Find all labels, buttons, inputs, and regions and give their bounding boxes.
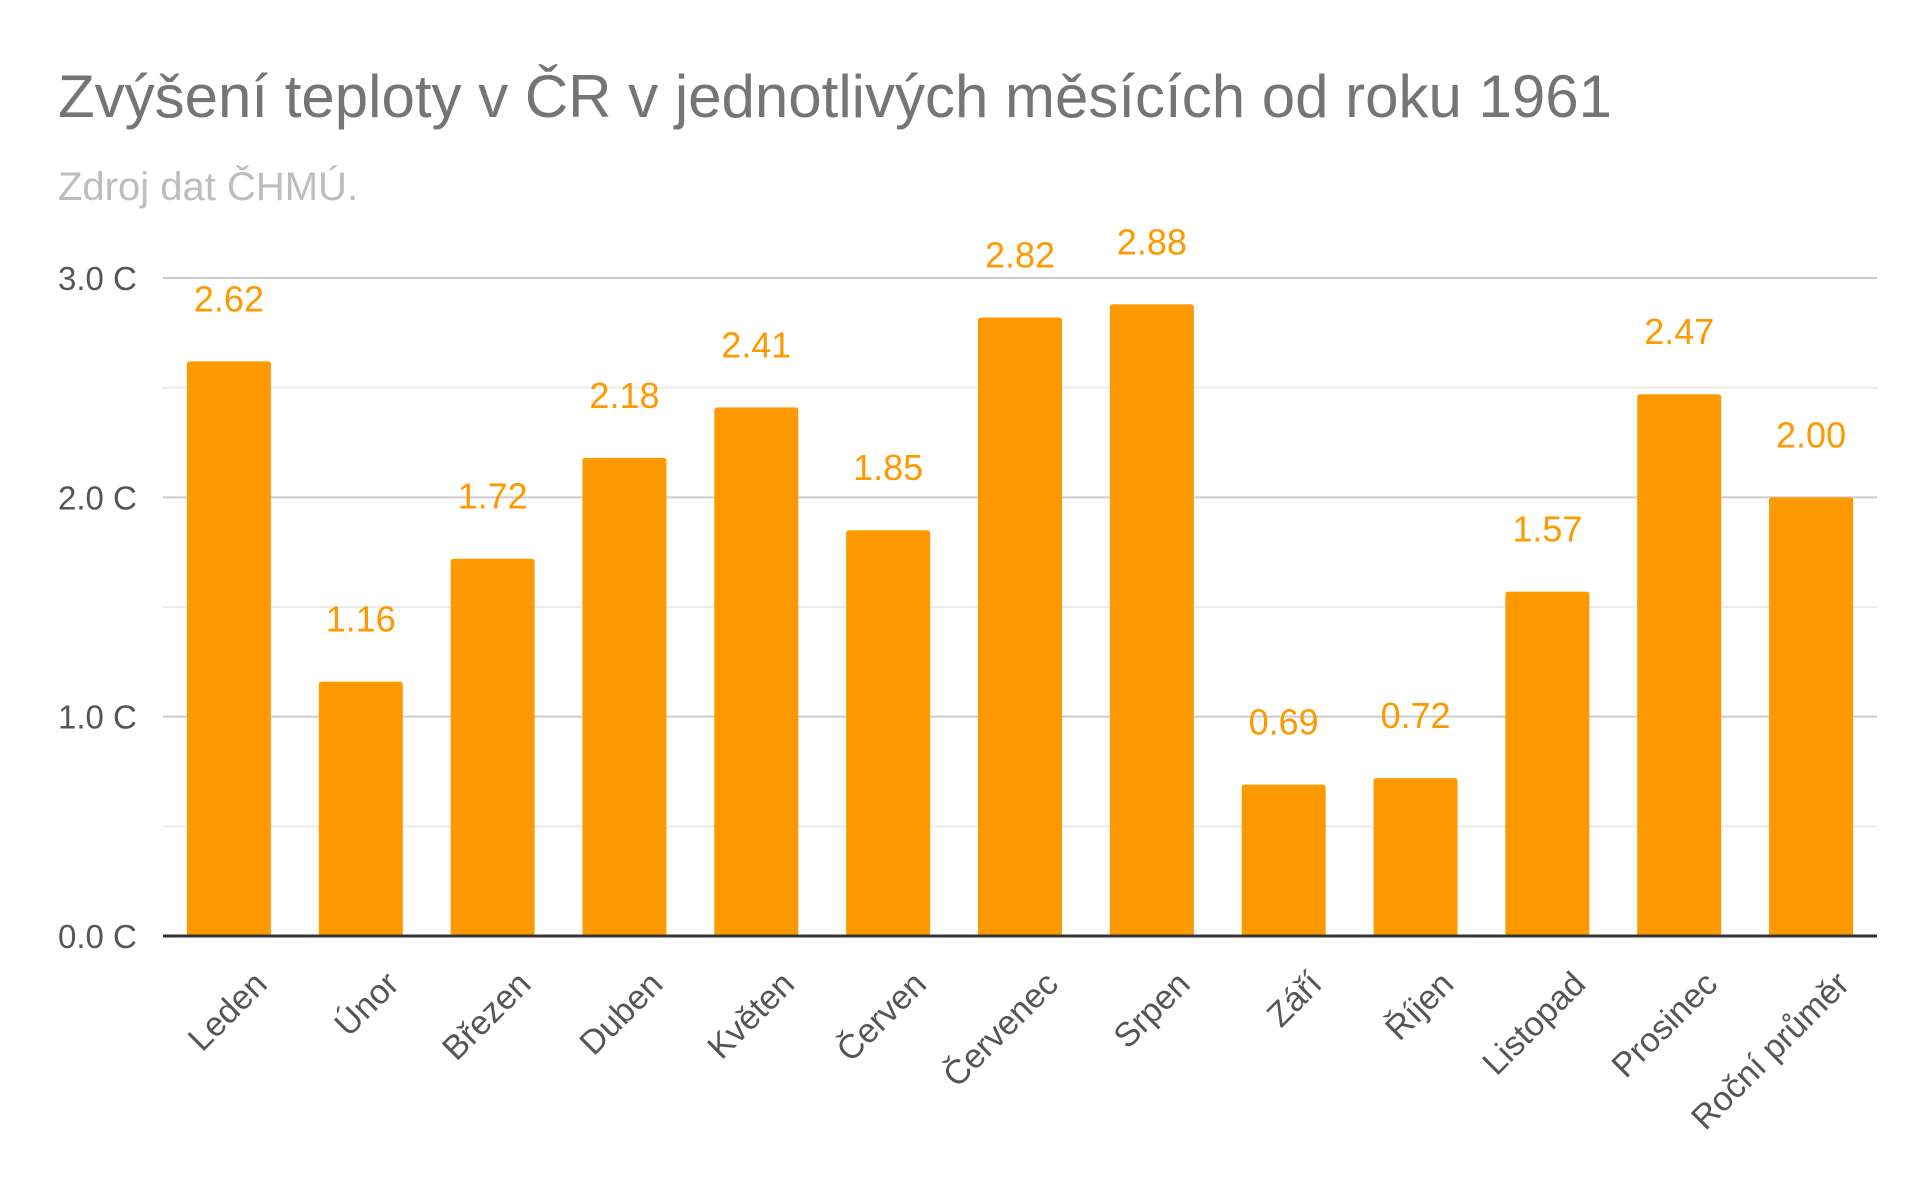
y-tick-label: 2.0 C: [58, 479, 137, 516]
data-label: 2.41: [721, 324, 791, 365]
x-tick-label: Květen: [700, 965, 802, 1067]
bar-3: [582, 457, 667, 936]
data-label: 1.72: [458, 476, 528, 517]
x-tick-label: Červenec: [936, 965, 1066, 1095]
data-label: 2.82: [985, 234, 1055, 275]
bar-0: [186, 361, 271, 936]
bar-10: [1505, 591, 1590, 936]
y-tick-label: 1.0 C: [58, 699, 137, 736]
bar-9: [1373, 778, 1458, 936]
data-label: 1.16: [326, 599, 396, 640]
data-label: 2.88: [1117, 221, 1187, 262]
bar-1: [318, 681, 403, 936]
chart-title: Zvýšení teploty v ČR v jednotlivých měsí…: [58, 63, 1613, 130]
x-tick-label: Září: [1260, 964, 1330, 1034]
data-label: 1.85: [853, 447, 923, 488]
bar-5: [846, 530, 931, 936]
bar-7: [1109, 304, 1194, 936]
x-tick-label: Říjen: [1378, 965, 1461, 1048]
chart-subtitle: Zdroj dat ČHMÚ.: [58, 165, 359, 209]
bar-4: [714, 407, 799, 936]
bar-6: [978, 317, 1062, 937]
x-tick-label: Prosinec: [1604, 965, 1724, 1085]
x-tick-label: Únor: [327, 965, 406, 1044]
data-label: 2.00: [1776, 414, 1846, 455]
bar-2: [450, 558, 535, 936]
bar-11: [1637, 394, 1722, 936]
data-label: 2.47: [1644, 311, 1714, 352]
x-tick-label: Leden: [181, 965, 275, 1059]
data-label: 2.18: [589, 375, 659, 416]
data-label: 0.69: [1249, 702, 1319, 743]
bar-8: [1241, 784, 1326, 936]
y-tick-label: 0.0 C: [58, 918, 137, 955]
bars: [186, 304, 1854, 937]
data-label: 1.57: [1512, 509, 1582, 550]
data-label: 2.62: [194, 278, 264, 319]
x-tick-label: Červen: [829, 965, 933, 1069]
y-tick-label: 3.0 C: [58, 260, 137, 297]
data-label: 0.72: [1380, 695, 1450, 736]
x-tick-label: Březen: [435, 965, 538, 1068]
bar-12: [1769, 497, 1854, 936]
x-tick-label: Duben: [572, 965, 670, 1063]
x-tick-label: Srpen: [1106, 965, 1197, 1056]
x-tick-label: Listopad: [1475, 965, 1593, 1083]
